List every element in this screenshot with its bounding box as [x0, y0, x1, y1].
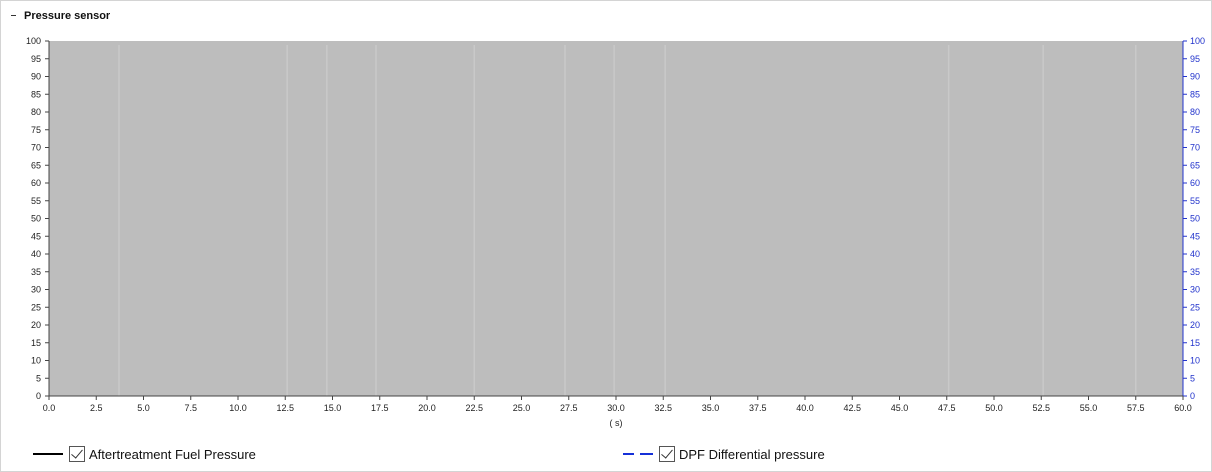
x-tick-label: 7.5 [184, 403, 197, 413]
x-tick-label: 10.0 [229, 403, 247, 413]
y-left-tick-label: 45 [31, 231, 41, 241]
x-tick-label: 0.0 [43, 403, 56, 413]
y-left-tick-label: 100 [26, 36, 41, 46]
x-tick-label: 15.0 [324, 403, 342, 413]
x-axis-label: ( s) [610, 418, 623, 428]
y-right-tick-label: 15 [1190, 338, 1200, 348]
pressure-chart: 0510152025303540455055606570758085909510… [26, 36, 1205, 428]
x-tick-label: 50.0 [985, 403, 1003, 413]
x-tick-label: 27.5 [560, 403, 578, 413]
y-left-tick-label: 80 [31, 107, 41, 117]
y-left-tick-label: 5 [36, 373, 41, 383]
y-right-tick-label: 20 [1190, 320, 1200, 330]
y-right-tick-label: 90 [1190, 72, 1200, 82]
y-right-tick-label: 45 [1190, 231, 1200, 241]
x-tick-label: 52.5 [1032, 403, 1050, 413]
y-left-tick-label: 30 [31, 285, 41, 295]
x-tick-label: 40.0 [796, 403, 814, 413]
y-right-tick-label: 55 [1190, 196, 1200, 206]
x-tick-label: 12.5 [276, 403, 294, 413]
x-tick-label: 37.5 [749, 403, 767, 413]
x-tick-label: 45.0 [891, 403, 909, 413]
x-tick-label: 2.5 [90, 403, 103, 413]
y-right-tick-label: 30 [1190, 285, 1200, 295]
x-tick-label: 22.5 [465, 403, 483, 413]
legend-label-dpf-pressure: DPF Differential pressure [679, 446, 825, 462]
y-right-tick-label: 100 [1190, 36, 1205, 46]
y-right-tick-label: 50 [1190, 214, 1200, 224]
dashed-line-swatch-icon [623, 453, 653, 455]
plot-area [49, 41, 1183, 396]
x-tick-label: 25.0 [513, 403, 531, 413]
y-right-tick-label: 35 [1190, 267, 1200, 277]
x-tick-label: 47.5 [938, 403, 956, 413]
y-right-tick-label: 60 [1190, 178, 1200, 188]
panel-title: Pressure sensor [24, 10, 111, 22]
y-right-tick-label: 10 [1190, 356, 1200, 366]
y-left-tick-label: 85 [31, 89, 41, 99]
x-tick-label: 55.0 [1080, 403, 1098, 413]
y-left-tick-label: 65 [31, 160, 41, 170]
legend-label-fuel-pressure: Aftertreatment Fuel Pressure [89, 446, 256, 462]
x-tick-label: 42.5 [843, 403, 861, 413]
y-left-tick-label: 60 [31, 178, 41, 188]
solid-line-swatch-icon [33, 453, 63, 455]
x-tick-label: 17.5 [371, 403, 389, 413]
y-left-tick-label: 20 [31, 320, 41, 330]
y-left-tick-label: 0 [36, 391, 41, 401]
x-tick-label: 35.0 [702, 403, 720, 413]
y-left-tick-label: 70 [31, 143, 41, 153]
y-right-tick-label: 85 [1190, 89, 1200, 99]
panel-header: Pressure sensor [9, 7, 110, 25]
y-right-tick-label: 5 [1190, 373, 1195, 383]
y-left-tick-label: 35 [31, 267, 41, 277]
y-left-tick-label: 95 [31, 54, 41, 64]
checkbox-checked-icon[interactable] [69, 446, 85, 462]
checkbox-checked-icon[interactable] [659, 446, 675, 462]
x-tick-label: 20.0 [418, 403, 436, 413]
y-left-tick-label: 90 [31, 72, 41, 82]
y-right-tick-label: 95 [1190, 54, 1200, 64]
y-left-tick-label: 40 [31, 249, 41, 259]
legend-item-dpf-pressure[interactable]: DPF Differential pressure [623, 443, 825, 465]
minus-icon[interactable] [9, 11, 19, 21]
y-right-tick-label: 0 [1190, 391, 1195, 401]
y-right-tick-label: 75 [1190, 125, 1200, 135]
x-tick-label: 5.0 [137, 403, 150, 413]
y-right-tick-label: 70 [1190, 143, 1200, 153]
y-right-tick-label: 40 [1190, 249, 1200, 259]
y-right-tick-label: 65 [1190, 160, 1200, 170]
y-left-tick-label: 50 [31, 214, 41, 224]
y-left-tick-label: 55 [31, 196, 41, 206]
x-tick-label: 57.5 [1127, 403, 1145, 413]
legend-item-fuel-pressure[interactable]: Aftertreatment Fuel Pressure [33, 443, 256, 465]
y-left-tick-label: 75 [31, 125, 41, 135]
y-left-tick-label: 10 [31, 356, 41, 366]
y-right-tick-label: 80 [1190, 107, 1200, 117]
x-tick-label: 60.0 [1174, 403, 1192, 413]
y-left-tick-label: 15 [31, 338, 41, 348]
x-tick-label: 30.0 [607, 403, 625, 413]
y-right-tick-label: 25 [1190, 302, 1200, 312]
y-left-tick-label: 25 [31, 302, 41, 312]
x-tick-label: 32.5 [654, 403, 672, 413]
